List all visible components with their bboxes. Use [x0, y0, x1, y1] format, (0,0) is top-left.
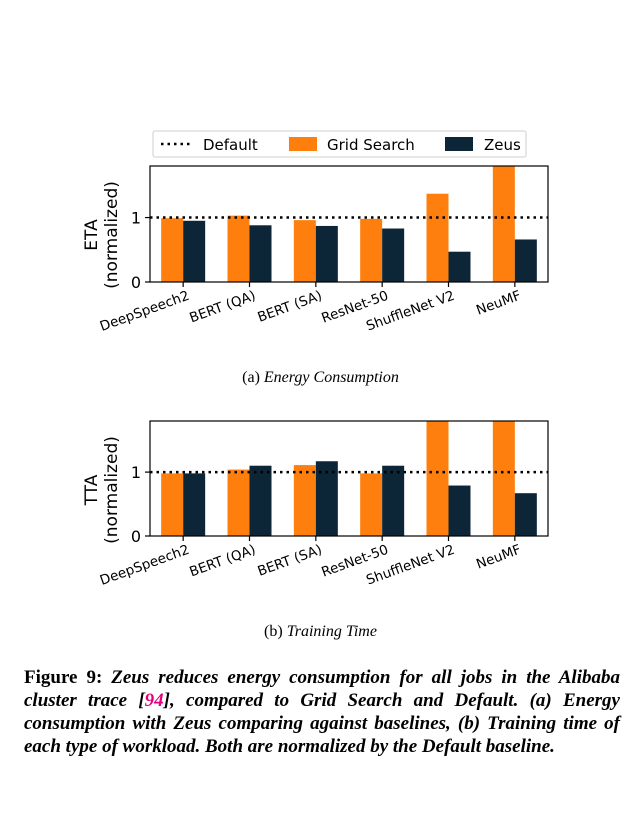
subcaption-a-title: Energy Consumption	[263, 369, 399, 386]
tta-bar-grid-5	[492, 421, 515, 536]
tta-bar-zeus-4	[448, 485, 471, 536]
energy-plot-frame	[149, 165, 549, 283]
subcaption-b-label: (b)	[264, 623, 287, 640]
energy-bar-zeus-3	[382, 228, 405, 282]
energy-ylabel-line1: ETA	[82, 219, 102, 251]
energy-bar-grid-1	[227, 215, 250, 282]
tta-ytick-label-1: 1	[131, 463, 141, 482]
tta-bar-grid-1	[227, 469, 250, 536]
tta-bar-grid-3	[360, 473, 383, 536]
tta-bar-grid-2	[293, 465, 316, 536]
tta-plot-frame	[149, 420, 549, 537]
energy-ytick-label-1: 1	[131, 209, 141, 228]
energy-bar-grid-3	[360, 218, 383, 282]
tta-bar-zeus-1	[249, 465, 272, 536]
energy-bar-grid-5	[492, 166, 515, 282]
figure-caption: Figure 9: Zeus reduces energy consumptio…	[24, 666, 620, 758]
legend-zeus-label: Zeus	[484, 136, 521, 154]
energy-bar-zeus-5	[514, 239, 537, 282]
tta-xtick-label-0: DeepSpeech2	[98, 542, 192, 589]
legend-default-label: Default	[203, 136, 258, 154]
energy-bar-grid-4	[426, 193, 449, 282]
energy-bar-zeus-0	[183, 220, 206, 282]
tta-ytick-label-0: 0	[131, 527, 141, 546]
legend-frame	[152, 130, 527, 158]
tta-xtick-label-1: BERT (QA)	[187, 542, 257, 581]
tta-bar-zeus-2	[315, 461, 338, 536]
tta-bar-grid-4	[426, 421, 449, 536]
subcaption-a-label: (a)	[242, 369, 264, 386]
subcaption-a: (a) Energy Consumption	[0, 369, 641, 387]
energy-bar-zeus-4	[448, 251, 471, 282]
energy-bar-zeus-2	[315, 225, 338, 282]
tta-bar-zeus-3	[382, 465, 405, 536]
legend-grid-swatch	[289, 137, 317, 151]
energy-bar-zeus-1	[249, 225, 272, 282]
legend: Default Grid Search Zeus	[152, 130, 527, 158]
energy-bar-grid-2	[293, 220, 316, 282]
subcaption-b: (b) Training Time	[0, 623, 641, 641]
tta-bar-zeus-5	[514, 493, 537, 536]
tta-xtick-label-2: BERT (SA)	[255, 542, 324, 580]
caption-text2: ], compared to Grid Search and Default. …	[24, 690, 620, 757]
subcaption-b-title: Training Time	[286, 623, 377, 640]
energy-ylabel-line2: (normalized)	[102, 181, 122, 289]
tta-ylabel-line1: TTA	[82, 474, 102, 506]
tta-bar-grid-0	[161, 473, 184, 536]
energy-bar-grid-0	[161, 218, 184, 282]
tta-ylabel-line2: (normalized)	[102, 436, 122, 544]
energy-ytick-label-0: 0	[131, 273, 141, 292]
caption-lead: Figure 9:	[24, 667, 112, 688]
tta-bar-zeus-0	[183, 473, 206, 536]
legend-grid-label: Grid Search	[327, 136, 415, 154]
tta-xtick-label-5: NeuMF	[474, 542, 523, 573]
caption-text1: Zeus reduces energy consumption for all …	[24, 667, 620, 711]
legend-zeus-swatch	[445, 137, 473, 151]
caption-ref: 94	[144, 690, 164, 711]
